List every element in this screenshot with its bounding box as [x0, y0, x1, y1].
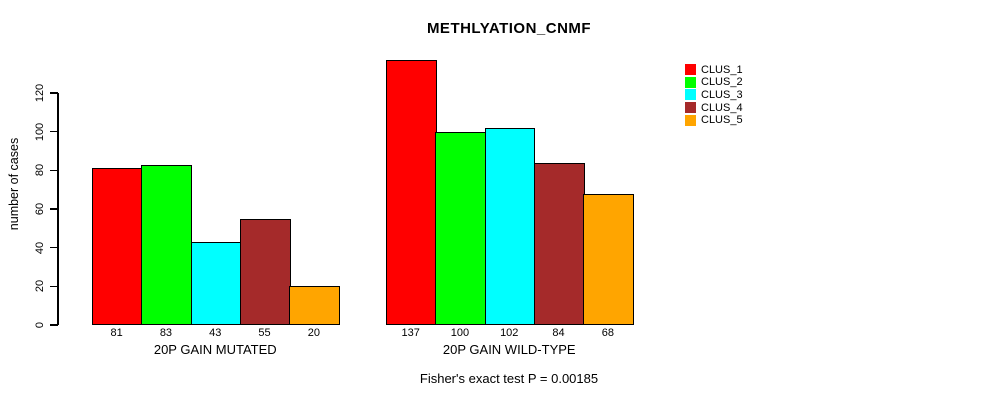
- legend-label: CLUS_2: [701, 76, 743, 89]
- footnote: Fisher's exact test P = 0.00185: [419, 371, 599, 386]
- legend-swatch-icon: [685, 64, 696, 75]
- y-axis-tick: [50, 208, 58, 210]
- bar-value-label: 84: [552, 327, 565, 339]
- y-axis-tick-label: 80: [34, 164, 46, 177]
- bar-clus_2: [141, 164, 193, 325]
- bar-value-label: 20: [307, 327, 320, 339]
- y-axis-tick-label: 40: [34, 241, 46, 254]
- bar-clus_3: [484, 127, 536, 325]
- legend-swatch-icon: [685, 102, 696, 114]
- y-axis-tick: [50, 92, 58, 94]
- legend-swatch-icon: [685, 89, 696, 101]
- y-axis-tick: [50, 285, 58, 288]
- bar-value-label: 100: [450, 327, 470, 339]
- bar-clus_4: [533, 162, 585, 325]
- legend-swatch-icon: [685, 76, 696, 88]
- legend-label: CLUS_4: [701, 101, 743, 114]
- legend-label: CLUS_3: [701, 88, 743, 101]
- y-axis-tick-label: 120: [34, 83, 46, 103]
- legend-label: CLUS_1: [701, 63, 743, 76]
- bar-value-label: 68: [601, 327, 614, 339]
- legend-item: CLUS_5: [685, 114, 743, 126]
- y-axis-tick-label: 20: [34, 280, 46, 293]
- legend-swatch-icon: [685, 114, 696, 126]
- y-axis-tick: [50, 246, 58, 249]
- y-axis-tick: [50, 130, 58, 133]
- bar-clus_3: [190, 241, 242, 325]
- legend-item: CLUS_1: [685, 64, 743, 76]
- bar-clus_5: [289, 286, 340, 325]
- legend-item: CLUS_2: [685, 76, 743, 88]
- bar-value-label: 43: [209, 327, 222, 339]
- y-axis-tick: [50, 169, 58, 172]
- bar-value-label: 83: [159, 327, 173, 339]
- y-axis-tick: [50, 324, 58, 326]
- bar-value-label: 81: [110, 327, 123, 339]
- bar-value-label: 102: [500, 327, 519, 339]
- y-axis-label: number of cases: [7, 137, 21, 231]
- bar-value-label: 137: [401, 327, 420, 339]
- y-axis-tick-label: 60: [34, 202, 46, 216]
- y-axis-tick-label: 100: [34, 122, 46, 141]
- legend-item: CLUS_4: [685, 102, 743, 114]
- bar-clus_1: [92, 168, 143, 325]
- bar-clus_4: [239, 218, 291, 325]
- bar-value-label: 55: [258, 327, 271, 339]
- bar-clus_1: [386, 60, 437, 325]
- legend-label: CLUS_5: [701, 114, 743, 127]
- bar-clus_5: [583, 193, 634, 325]
- y-axis-tick-label: 0: [34, 321, 46, 329]
- chart-title: METHLYATION_CNMF: [426, 20, 592, 37]
- group-label: 20P GAIN WILD-TYPE: [442, 342, 576, 357]
- bar-clus_2: [435, 131, 487, 325]
- legend-item: CLUS_3: [685, 89, 743, 101]
- group-label: 20P GAIN MUTATED: [153, 342, 277, 357]
